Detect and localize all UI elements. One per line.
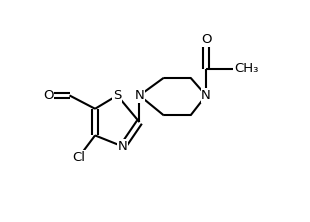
Text: N: N (135, 89, 144, 102)
Text: Cl: Cl (72, 151, 85, 164)
Text: S: S (113, 89, 122, 102)
Text: N: N (118, 140, 128, 153)
Text: N: N (201, 89, 211, 102)
Text: O: O (201, 34, 211, 46)
Text: CH₃: CH₃ (234, 62, 259, 75)
Text: O: O (43, 89, 54, 102)
